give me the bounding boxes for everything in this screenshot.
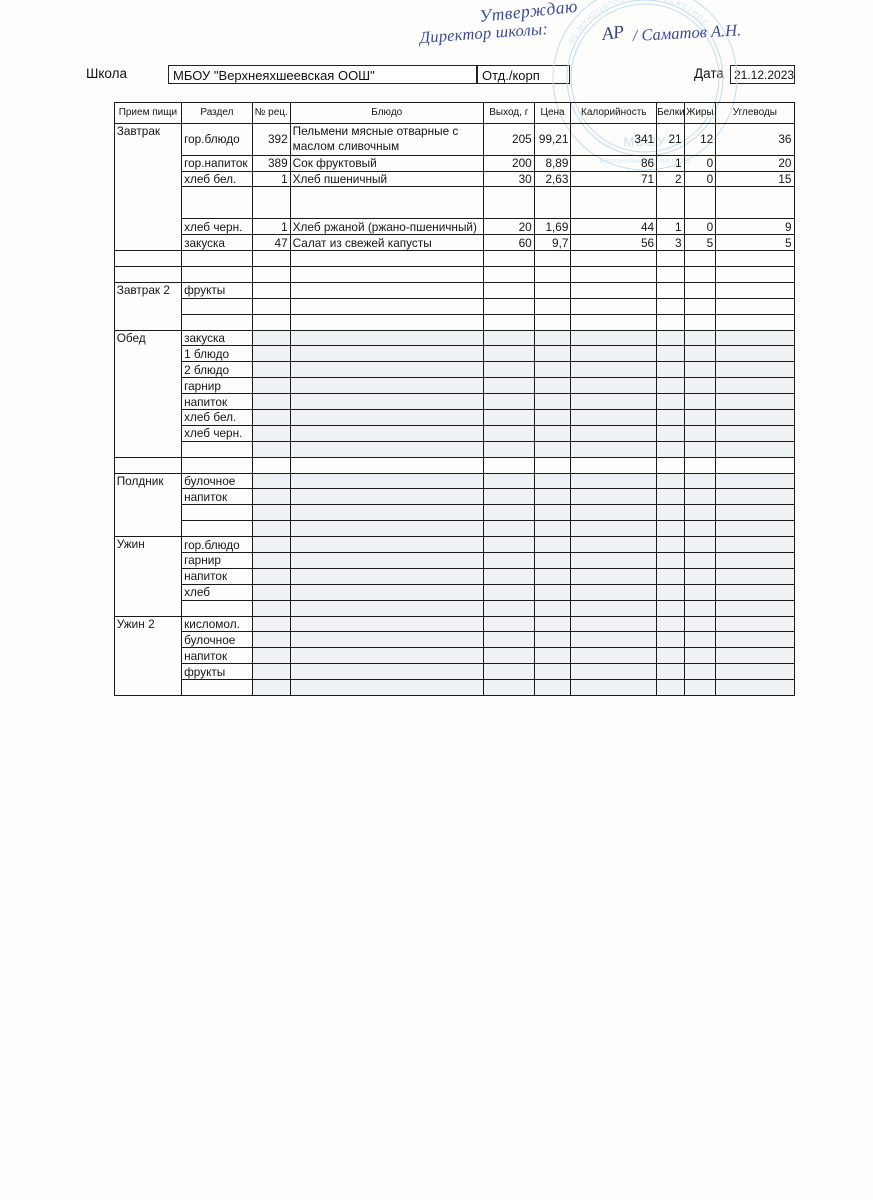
svg-text:АР: АР: [600, 21, 626, 44]
svg-text:/ Саматов А.Н.: / Саматов А.Н.: [631, 20, 741, 45]
svg-text:Директор школы:: Директор школы:: [417, 19, 549, 47]
